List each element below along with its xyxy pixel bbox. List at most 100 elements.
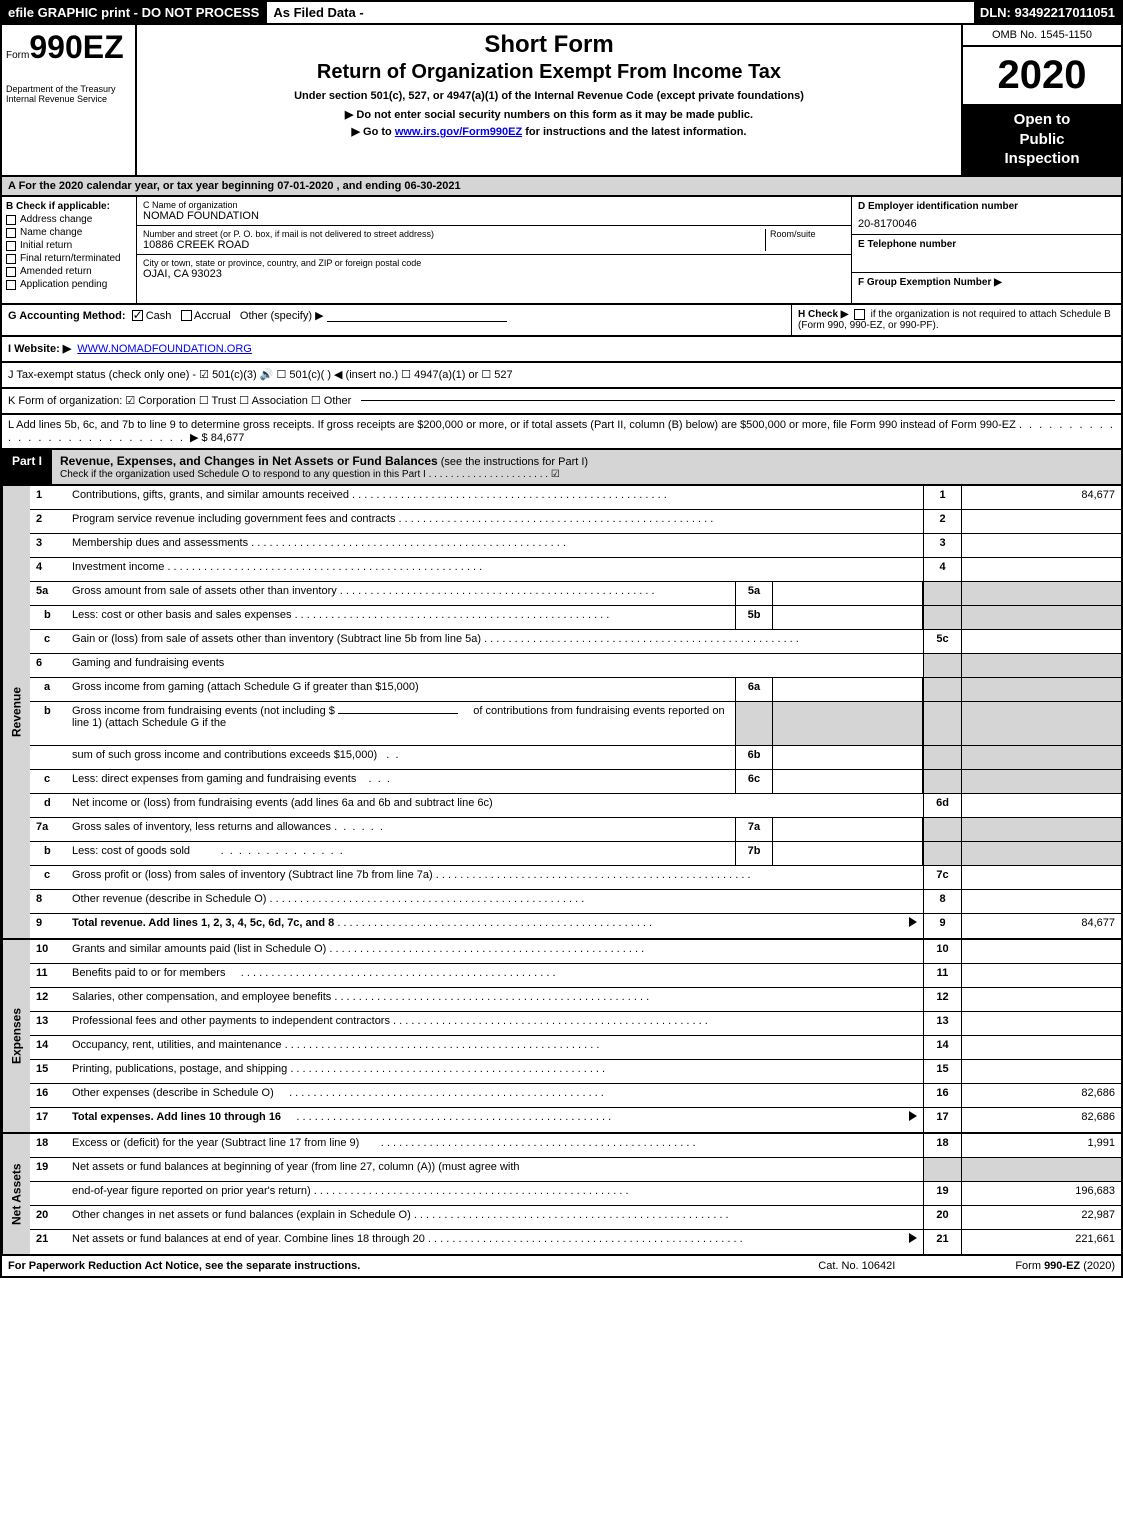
website-label: I Website: ▶ [8,342,71,355]
line-12-value [961,988,1121,1011]
efile-banner: efile GRAPHIC print - DO NOT PROCESS [2,2,265,23]
h-label: H Check ▶ [798,309,848,320]
website-link[interactable]: WWW.NOMADFOUNDATION.ORG [77,343,252,355]
line-9: 9 Total revenue. Add lines 1, 2, 3, 4, 5… [30,914,1121,938]
box-b-title: B Check if applicable: [6,201,132,212]
line-l-text: L Add lines 5b, 6c, and 7b to line 9 to … [8,419,1016,431]
form-number: 990EZ [29,29,123,65]
dln-label: DLN: 93492217011051 [974,2,1121,23]
part1-check-line: Check if the organization used Schedule … [60,469,560,480]
page-footer: For Paperwork Reduction Act Notice, see … [0,1256,1123,1278]
revenue-table: Revenue 1 Contributions, gifts, grants, … [0,486,1123,940]
chk-accrual[interactable] [181,310,192,321]
line-16-value: 82,686 [961,1084,1121,1107]
form-subtitle: Under section 501(c), 527, or 4947(a)(1)… [147,90,951,102]
box-c: C Name of organization NOMAD FOUNDATION … [137,197,851,303]
city-label: City or town, state or province, country… [143,258,845,268]
row-i: I Website: ▶ WWW.NOMADFOUNDATION.ORG [0,337,1123,363]
dept-irs: Internal Revenue Service [6,94,131,104]
line-21-value: 221,661 [961,1230,1121,1254]
net-assets-side-label: Net Assets [2,1134,30,1254]
line-6: 6 Gaming and fundraising events [30,654,1121,678]
cat-number: Cat. No. 10642I [818,1260,895,1272]
line-15: 15 Printing, publications, postage, and … [30,1060,1121,1084]
form-ref: Form 990-EZ (2020) [1015,1260,1115,1272]
paperwork-notice: For Paperwork Reduction Act Notice, see … [8,1260,360,1272]
line-7b: b Less: cost of goods sold . . . . . . .… [30,842,1121,866]
accounting-method: G Accounting Method: Cash Accrual Other … [2,305,791,335]
line-20-value: 22,987 [961,1206,1121,1229]
tax-exempt-status: J Tax-exempt status (check only one) - ☑… [8,368,513,381]
line-6a: a Gross income from gaming (attach Sched… [30,678,1121,702]
ein-label: D Employer identification number [858,201,1115,212]
group-exemption-label: F Group Exemption Number ▶ [858,277,1115,288]
line-3: 3 Membership dues and assessments 3 [30,534,1121,558]
line-10-value [961,940,1121,963]
box-def: D Employer identification number 20-8170… [851,197,1121,303]
chk-name-change[interactable]: Name change [6,227,132,238]
line-17: 17 Total expenses. Add lines 10 through … [30,1108,1121,1132]
header-left-col: Form990EZ Department of the Treasury Int… [2,25,137,175]
line-20: 20 Other changes in net assets or fund b… [30,1206,1121,1230]
line-12: 12 Salaries, other compensation, and emp… [30,988,1121,1012]
part1-tag: Part I [2,450,52,484]
omb-number: OMB No. 1545-1150 [963,25,1121,47]
line-7b-value [773,842,923,865]
line-11-value [961,964,1121,987]
address-row: Number and street (or P. O. box, if mail… [137,226,851,255]
row-k: K Form of organization: ☑ Corporation ☐ … [0,389,1123,415]
group-exemption-row: F Group Exemption Number ▶ [852,273,1121,303]
as-filed-label: As Filed Data - [265,2,369,23]
line-a: A For the 2020 calendar year, or tax yea… [0,177,1123,197]
line-18: 18 Excess or (deficit) for the year (Sub… [30,1134,1121,1158]
line-5c-value [961,630,1121,653]
chk-initial-return[interactable]: Initial return [6,240,132,251]
line-1-value: 84,677 [961,486,1121,509]
line-19-value: 196,683 [961,1182,1121,1205]
line-7a: 7a Gross sales of inventory, less return… [30,818,1121,842]
h-check: H Check ▶ if the organization is not req… [791,305,1121,335]
triangle-icon [909,1233,917,1243]
chk-schedule-b[interactable] [854,309,865,320]
part1-title-bold: Revenue, Expenses, and Changes in Net As… [60,454,438,468]
line-10: 10 Grants and similar amounts paid (list… [30,940,1121,964]
chk-final-return[interactable]: Final return/terminated [6,253,132,264]
net-assets-table: Net Assets 18 Excess or (deficit) for th… [0,1134,1123,1256]
line-18-value: 1,991 [961,1134,1121,1157]
goto-post: for instructions and the latest informat… [522,126,746,138]
tax-year: 2020 [963,47,1121,104]
chk-address-change[interactable]: Address change [6,214,132,225]
line-1: 1 Contributions, gifts, grants, and simi… [30,486,1121,510]
triangle-icon [909,917,917,927]
address-value: 10886 CREEK ROAD [143,239,765,251]
line-6d-value [961,794,1121,817]
revenue-side-label: Revenue [2,486,30,938]
line-6b-blank[interactable] [338,713,458,714]
other-specify-line[interactable] [327,321,507,322]
part1-title: Revenue, Expenses, and Changes in Net As… [52,450,1121,484]
expenses-table: Expenses 10 Grants and similar amounts p… [0,940,1123,1134]
line-6c: c Less: direct expenses from gaming and … [30,770,1121,794]
g-label: G Accounting Method: [8,310,126,322]
other-org-line[interactable] [361,400,1115,401]
city-row: City or town, state or province, country… [137,255,851,283]
form-title: Return of Organization Exempt From Incom… [147,61,951,84]
line-l-amount: ▶ $ 84,677 [190,432,244,444]
line-16: 16 Other expenses (describe in Schedule … [30,1084,1121,1108]
expenses-side-label: Expenses [2,940,30,1132]
room-label: Room/suite [770,229,845,239]
top-bar: efile GRAPHIC print - DO NOT PROCESS As … [0,0,1123,23]
line-21: 21 Net assets or fund balances at end of… [30,1230,1121,1254]
open-inspection-box: Open to Public Inspection [963,104,1121,175]
line-13-value [961,1012,1121,1035]
irs-link[interactable]: www.irs.gov/Form990EZ [395,126,522,138]
chk-amended-return[interactable]: Amended return [6,266,132,277]
box-b: B Check if applicable: Address change Na… [2,197,137,303]
ssn-warning: ▶ Do not enter social security numbers o… [147,108,951,121]
line-3-value [961,534,1121,557]
line-7c-value [961,866,1121,889]
phone-row: E Telephone number [852,235,1121,273]
line-6b-value [773,746,923,769]
chk-application-pending[interactable]: Application pending [6,279,132,290]
chk-cash[interactable] [132,310,143,321]
